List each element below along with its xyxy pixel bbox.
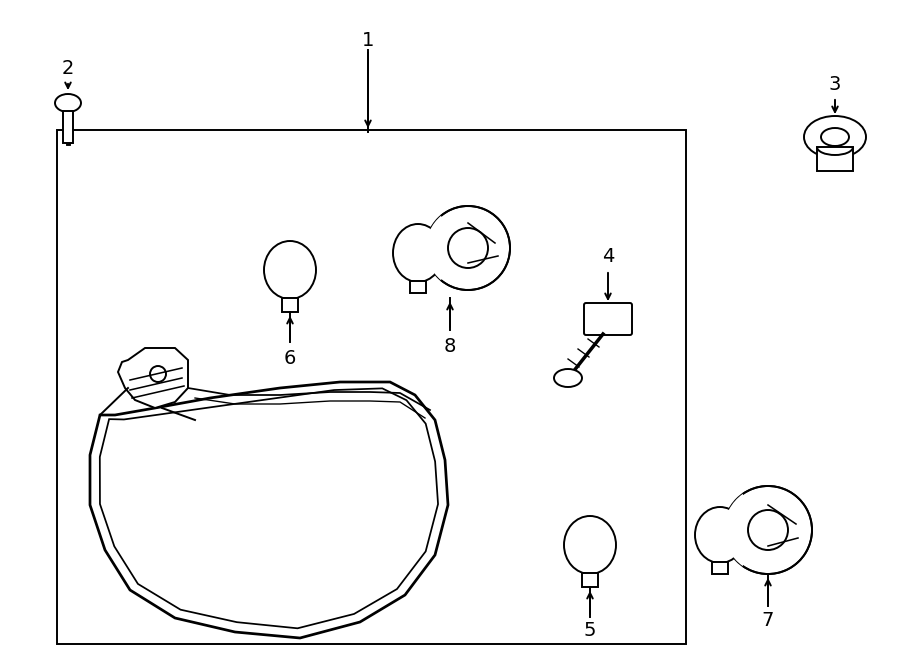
Circle shape [748,510,788,550]
Ellipse shape [804,116,866,158]
Bar [63,111,73,143]
Bar [712,562,728,574]
Polygon shape [100,389,438,629]
Text: 7: 7 [761,611,774,629]
Bar [410,281,426,293]
Circle shape [448,228,488,268]
Circle shape [426,206,510,290]
Wedge shape [426,216,468,280]
Text: 2: 2 [62,59,74,79]
Bar [282,298,298,312]
FancyBboxPatch shape [584,303,632,335]
Ellipse shape [821,128,849,146]
Ellipse shape [264,241,316,299]
Polygon shape [118,348,188,408]
Text: 4: 4 [602,247,614,266]
Ellipse shape [564,516,616,574]
Ellipse shape [695,507,745,563]
Text: 3: 3 [829,75,842,95]
Bar [57,130,686,644]
Bar [582,573,598,587]
Polygon shape [90,382,448,638]
Text: 8: 8 [444,336,456,356]
Text: 6: 6 [284,348,296,368]
Ellipse shape [393,224,443,282]
Circle shape [150,366,166,382]
Wedge shape [724,494,768,566]
Bar [817,147,853,171]
Ellipse shape [554,369,582,387]
Text: 1: 1 [362,30,374,50]
Text: 5: 5 [584,621,596,641]
Circle shape [724,486,812,574]
Ellipse shape [55,94,81,112]
